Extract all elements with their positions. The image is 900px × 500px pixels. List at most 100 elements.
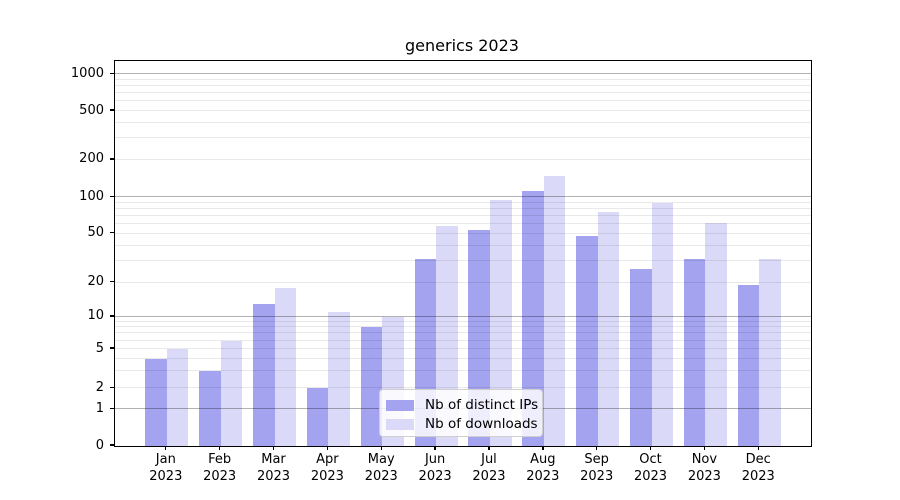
gridline-minor-y700	[115, 92, 811, 94]
x-tick-mar	[272, 446, 275, 450]
x-tick-feb	[218, 446, 221, 450]
bar-downloads-jul	[489, 199, 512, 446]
legend: Nb of distinct IPs Nb of downloads	[379, 389, 543, 437]
gridline-minor-y20	[115, 281, 811, 283]
x-tick-label-jul: Jul 2023	[472, 452, 506, 484]
bar-downloads-dec	[759, 259, 781, 446]
gridline-minor-y900	[115, 78, 811, 80]
x-tick-label-dec: Dec 2023	[741, 452, 775, 484]
x-tick-label-sep: Sep 2023	[580, 452, 614, 484]
gridline-minor-y70	[115, 215, 811, 216]
bar-downloads-mar	[274, 287, 297, 446]
x-tick-label-aug: Aug 2023	[526, 452, 560, 484]
bar-downloads-apr	[328, 312, 350, 446]
gridline-minor-y30	[115, 260, 811, 262]
bar-ips-feb	[199, 370, 221, 446]
bar-downloads-nov	[705, 223, 727, 446]
y-tick-label-0: 0	[95, 437, 104, 453]
x-tick-may	[380, 446, 382, 450]
bar-downloads-sep	[597, 212, 620, 446]
y-tick-1000	[110, 72, 114, 74]
x-tick-label-apr: Apr 2023	[310, 452, 344, 484]
legend-swatch-distinct-ips	[386, 399, 414, 411]
x-tick-label-jun: Jun 2023	[418, 452, 452, 484]
y-tick-label-200: 200	[79, 151, 104, 167]
y-tick-20	[110, 280, 114, 283]
y-tick-500	[110, 109, 114, 111]
bar-downloads-oct	[651, 202, 674, 446]
bar-ips-may	[360, 327, 383, 446]
bar-ips-oct	[629, 268, 652, 446]
bar-ips-apr	[306, 388, 329, 446]
gridline-minor-y5	[115, 348, 811, 350]
legend-label-distinct-ips: Nb of distinct IPs	[425, 397, 539, 413]
x-tick-label-nov: Nov 2023	[687, 452, 721, 484]
x-tick-dec	[757, 446, 759, 450]
bar-ips-jan	[145, 358, 167, 446]
y-tick-label-500: 500	[79, 102, 104, 118]
y-tick-0	[110, 444, 114, 446]
bar-ips-mar	[252, 304, 275, 446]
gridline-minor-y800	[115, 85, 811, 87]
x-tick-apr	[326, 446, 329, 450]
gridline-major-y100	[115, 196, 811, 198]
legend-swatch-downloads	[386, 418, 414, 430]
bar-ips-nov	[683, 259, 706, 446]
gridline-minor-y600	[115, 100, 811, 102]
y-tick-label-100: 100	[79, 188, 104, 204]
bar-ips-aug	[522, 191, 544, 446]
y-tick-200	[110, 158, 114, 160]
x-tick-oct	[649, 446, 652, 450]
x-tick-aug	[542, 446, 544, 450]
x-tick-jun	[434, 446, 436, 450]
x-tick-jul	[488, 446, 490, 450]
y-tick-label-5: 5	[95, 340, 104, 356]
y-tick-1	[110, 407, 114, 409]
gridline-minor-y50	[115, 232, 811, 234]
gridline-minor-y90	[115, 201, 811, 203]
x-tick-label-may: May 2023	[364, 452, 398, 484]
legend-item-distinct-ips: Nb of distinct IPs	[386, 396, 538, 414]
gridline-minor-y400	[115, 121, 811, 123]
bar-ips-dec	[737, 285, 760, 446]
gridline-minor-y2	[115, 387, 811, 389]
y-tick-label-10: 10	[87, 308, 104, 324]
gridline-minor-y500	[115, 110, 811, 112]
x-tick-sep	[595, 446, 598, 450]
gridline-minor-y200	[115, 158, 811, 160]
y-tick-label-1000: 1000	[70, 65, 104, 81]
y-tick-100	[110, 195, 114, 197]
bar-ips-sep	[576, 235, 598, 446]
y-tick-label-20: 20	[87, 274, 104, 290]
gridline-minor-y9	[115, 320, 811, 322]
y-tick-5	[110, 347, 114, 349]
gridline-minor-y7	[115, 332, 811, 334]
x-tick-label-mar: Mar 2023	[256, 452, 291, 484]
gridline-minor-y40	[115, 244, 811, 246]
gridline-minor-y60	[115, 223, 811, 225]
x-tick-label-feb: Feb 2023	[203, 452, 237, 484]
bar-downloads-feb	[220, 340, 243, 446]
gridline-minor-y3	[115, 369, 811, 371]
x-tick-label-jan: Jan 2023	[149, 452, 183, 484]
x-tick-jan	[165, 446, 167, 450]
gridline-major-y10	[115, 315, 811, 317]
gridline-minor-y4	[115, 357, 811, 359]
bar-downloads-aug	[543, 176, 566, 446]
y-tick-label-1: 1	[95, 400, 104, 416]
gridline-major-y1000	[115, 73, 811, 75]
y-tick-10	[110, 315, 114, 317]
gridline-minor-y80	[115, 207, 811, 209]
x-tick-nov	[703, 446, 706, 450]
chart-title: generics 2023	[405, 36, 519, 55]
gridline-minor-y300	[115, 137, 811, 139]
legend-item-downloads: Nb of downloads	[386, 415, 538, 433]
gridline-minor-y8	[115, 326, 811, 328]
bar-downloads-jan	[166, 349, 189, 446]
y-tick-50	[110, 232, 114, 234]
y-tick-label-50: 50	[87, 225, 104, 241]
y-tick-2	[110, 386, 114, 388]
x-tick-label-oct: Oct 2023	[633, 452, 668, 484]
legend-label-downloads: Nb of downloads	[425, 416, 538, 432]
